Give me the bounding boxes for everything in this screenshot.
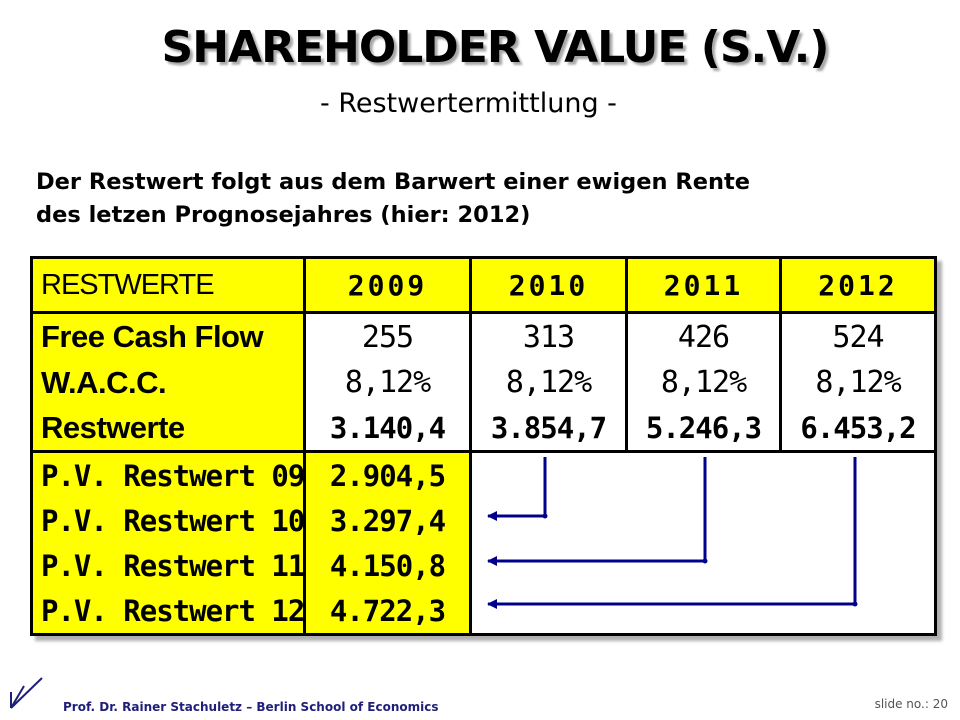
footer-author: Prof. Dr. Rainer Stachuletz – Berlin Sch…	[63, 700, 439, 714]
fcf-2012: 524	[832, 319, 884, 355]
year-header-2010: 2010	[472, 259, 625, 311]
restwert-2010: 3.854,7	[490, 410, 607, 445]
pv-values-bg	[306, 453, 469, 633]
col-divider-3	[779, 259, 782, 450]
pv-value-12: 4.722,3	[329, 593, 446, 628]
label-column-divider	[303, 259, 306, 633]
page-title: SHAREHOLDER VALUE (S.V.)	[161, 22, 830, 73]
intro-text: Der Restwert folgt aus dem Barwert einer…	[36, 166, 956, 232]
table-corner-label: RESTWERTE	[33, 259, 303, 311]
label-column-bg	[33, 314, 303, 633]
year-header-2011: 2011	[628, 259, 779, 311]
restwert-2011: 5.246,3	[645, 410, 762, 445]
row-label-wacc: W.A.C.C.	[41, 364, 167, 400]
pv-label-09: P.V. Restwert 09	[41, 458, 305, 493]
pv-value-10: 3.297,4	[329, 503, 446, 538]
intro-line-2: des letzen Prognosejahres (hier: 2012)	[36, 202, 531, 228]
restwerte-table: RESTWERTE 2009 2010 2011 2012 Free Cash …	[30, 256, 937, 636]
wacc-2011: 8,12%	[660, 365, 747, 400]
slide-number-value: 20	[932, 697, 948, 711]
fcf-2009: 255	[361, 319, 414, 355]
pv-label-10: P.V. Restwert 10	[41, 503, 305, 538]
fcf-2011: 426	[677, 319, 730, 355]
fcf-2010: 313	[522, 319, 575, 355]
pv-label-11: P.V. Restwert 11	[41, 548, 305, 583]
slide-number-label: slide no.:	[874, 697, 929, 711]
pv-label-12: P.V. Restwert 12	[41, 593, 305, 628]
restwert-2009: 3.140,4	[329, 410, 446, 445]
slash-logo-icon	[10, 677, 43, 709]
arrow-left-icon-2011	[487, 457, 708, 566]
pv-value-09: 2.904,5	[329, 458, 446, 493]
section-divider	[33, 450, 934, 453]
wacc-2012: 8,12%	[815, 365, 901, 400]
wacc-2009: 8,12%	[344, 365, 431, 400]
header-divider	[33, 311, 934, 314]
slide-number: slide no.: 20	[875, 697, 948, 711]
intro-line-1: Der Restwert folgt aus dem Barwert einer…	[36, 169, 750, 195]
row-label-fcf: Free Cash Flow	[41, 319, 264, 354]
year-header-2012: 2012	[782, 259, 934, 311]
wacc-2010: 8,12%	[505, 365, 592, 400]
col-divider-1	[469, 259, 472, 633]
arrow-left-icon-2012	[487, 457, 858, 609]
year-header-2009: 2009	[306, 259, 469, 311]
page-subtitle: - Restwertermittlung -	[320, 88, 617, 119]
arrow-left-icon-2010	[487, 457, 548, 521]
col-divider-2	[625, 259, 628, 450]
row-label-restwerte: Restwerte	[41, 409, 185, 445]
pv-value-11: 4.150,8	[329, 548, 446, 583]
restwert-2012: 6.453,2	[800, 410, 916, 445]
